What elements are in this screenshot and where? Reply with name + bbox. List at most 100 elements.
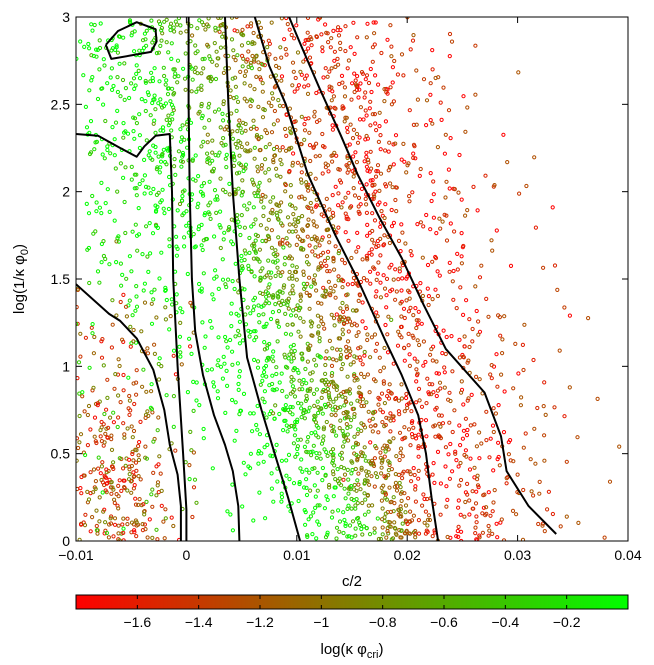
- scatter-point: [511, 386, 516, 391]
- scatter-point: [470, 506, 475, 511]
- scatter-point: [345, 66, 350, 71]
- y-tick-label: 2.5: [51, 96, 71, 112]
- scatter-point: [375, 516, 380, 521]
- scatter-point: [134, 63, 139, 68]
- scatter-point: [100, 337, 105, 342]
- scatter-point: [365, 233, 370, 238]
- scatter-point: [427, 517, 432, 523]
- scatter-point: [351, 154, 356, 159]
- scatter-point: [374, 341, 380, 346]
- scatter-point: [123, 304, 129, 309]
- scatter-point: [361, 276, 366, 281]
- scatter-point: [356, 204, 361, 209]
- scatter-point: [97, 45, 103, 51]
- scatter-point: [289, 359, 294, 364]
- colorbar-ticks: −1.6 −1.4 −1.2 −1 −0.8 −0.6 −0.4 −0.2: [124, 595, 581, 630]
- scatter-point: [233, 334, 238, 339]
- scatter-point: [240, 178, 245, 183]
- scatter-point: [341, 466, 347, 471]
- scatter-point: [297, 481, 302, 487]
- scatter-point: [458, 443, 463, 448]
- scatter-point: [220, 257, 225, 262]
- scatter-point: [415, 222, 420, 227]
- scatter-point: [97, 495, 102, 500]
- scatter-point: [339, 366, 344, 372]
- scatter-point: [495, 457, 500, 462]
- scatter-point: [321, 425, 327, 430]
- scatter-point: [232, 286, 237, 292]
- scatter-point: [486, 523, 491, 529]
- scatter-point: [90, 331, 95, 336]
- scatter-point: [118, 161, 124, 166]
- scatter-point: [452, 229, 457, 234]
- scatter-point: [312, 281, 318, 286]
- scatter-point: [378, 369, 383, 374]
- scatter-point: [483, 173, 488, 178]
- scatter-point: [389, 102, 394, 107]
- scatter-point: [292, 387, 297, 392]
- scatter-point: [177, 201, 183, 207]
- scatter-point: [153, 107, 158, 112]
- scatter-point: [127, 398, 132, 403]
- scatter-point: [510, 508, 516, 513]
- scatter-point: [407, 352, 412, 357]
- scatter-point: [382, 215, 387, 221]
- scatter-point: [238, 69, 243, 75]
- scatter-point: [500, 351, 505, 356]
- scatter-point: [150, 487, 155, 492]
- scatter-point: [294, 265, 299, 270]
- scatter-point: [259, 61, 264, 66]
- scatter-point: [156, 377, 162, 382]
- scatter-point: [246, 49, 251, 54]
- scatter-point: [166, 113, 171, 118]
- scatter-point: [248, 148, 253, 153]
- scatter-point: [444, 179, 449, 184]
- scatter-point: [270, 354, 275, 359]
- scatter-point: [400, 471, 405, 476]
- scatter-point: [300, 387, 305, 392]
- scatter-point: [243, 69, 248, 74]
- scatter-point: [321, 427, 326, 432]
- scatter-point: [199, 101, 204, 107]
- scatter-point: [159, 250, 164, 255]
- scatter-point: [403, 510, 408, 515]
- scatter-point: [171, 348, 177, 353]
- scatter-point: [133, 502, 139, 507]
- scatter-point: [477, 377, 482, 382]
- scatter-point: [275, 339, 280, 344]
- scatter-point: [340, 332, 345, 337]
- scatter-point: [171, 523, 176, 529]
- scatter-point: [290, 60, 296, 65]
- scatter-point: [447, 186, 452, 191]
- scatter-point: [129, 463, 134, 469]
- scatter-point: [410, 190, 415, 195]
- scatter-point: [479, 263, 484, 268]
- scatter-point: [283, 182, 288, 188]
- scatter-point: [288, 194, 294, 199]
- scatter-point: [284, 473, 289, 478]
- scatter-point: [360, 300, 365, 305]
- scatter-point: [472, 475, 477, 480]
- scatter-point: [519, 395, 524, 400]
- scatter-point: [157, 276, 162, 281]
- scatter-point: [453, 451, 458, 456]
- scatter-point: [377, 355, 382, 360]
- scatter-point: [364, 164, 369, 169]
- scatter-point: [152, 287, 157, 292]
- scatter-point: [313, 505, 318, 510]
- scatter-point: [86, 211, 92, 216]
- scatter-point: [362, 349, 367, 355]
- scatter-point: [337, 248, 342, 253]
- scatter-point: [172, 157, 177, 162]
- scatter-point: [255, 403, 260, 409]
- scatter-point: [422, 496, 427, 502]
- scatter-point: [313, 176, 318, 181]
- scatter-point: [257, 432, 262, 437]
- scatter-point: [378, 450, 383, 455]
- scatter-point: [121, 292, 126, 297]
- scatter-point: [254, 256, 259, 261]
- scatter-point: [116, 239, 122, 244]
- scatter-point: [402, 358, 407, 363]
- scatter-point: [364, 182, 369, 187]
- scatter-point: [382, 233, 387, 238]
